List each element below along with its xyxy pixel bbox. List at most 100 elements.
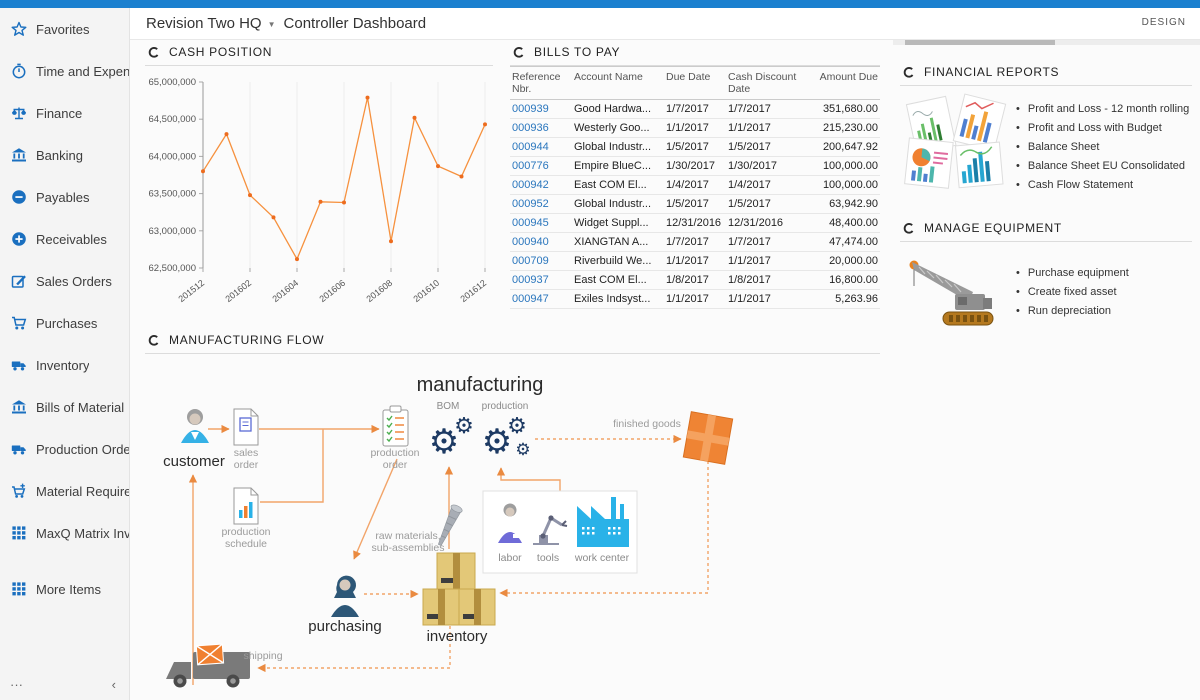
refresh-icon[interactable] <box>902 222 915 235</box>
report-link[interactable]: Profit and Loss with Budget <box>1016 123 1200 134</box>
sidebar-collapse-icon[interactable]: ‹ <box>111 676 116 692</box>
bom-label: BOM <box>437 401 460 412</box>
sidebar-item-label: Favorites <box>36 21 90 37</box>
sidebar-item-sales-orders[interactable]: Sales Orders <box>0 260 129 302</box>
reference-link[interactable]: 000776 <box>510 156 572 176</box>
sales-order-label: sales order <box>234 447 259 471</box>
grid-icon <box>12 582 26 596</box>
table-row[interactable]: 000937 East COM El... 1/8/2017 1/8/2017 16,8… <box>510 270 880 290</box>
column-header[interactable]: Due Date <box>664 66 726 100</box>
financial-reports-links: Profit and Loss - 12 month rolling Profit… <box>1016 104 1200 199</box>
amount-due-cell: 100,000.00 <box>810 156 880 176</box>
scales-icon <box>12 107 26 120</box>
refresh-icon[interactable] <box>902 66 915 79</box>
reference-link[interactable]: 000936 <box>510 118 572 138</box>
labor-icon <box>498 503 522 543</box>
table-row[interactable]: 000952 Global Industr... 1/5/2017 1/5/2017 6… <box>510 194 880 214</box>
svg-text:201604: 201604 <box>270 278 300 304</box>
report-link[interactable]: Balance Sheet EU Consolidated <box>1016 161 1200 172</box>
sidebar-item-more-items[interactable]: More Items <box>0 568 129 610</box>
column-header[interactable]: Account Name <box>572 66 664 100</box>
column-header[interactable]: Cash Discount Date <box>726 66 810 100</box>
table-row[interactable]: 000709 Riverbuild We... 1/1/2017 1/1/2017 20… <box>510 251 880 271</box>
report-link[interactable]: Balance Sheet <box>1016 142 1200 153</box>
sidebar-item-receivables[interactable]: Receivables <box>0 218 129 260</box>
account-name-cell: Exiles Indsyst... <box>572 289 664 309</box>
sidebar-item-inventory[interactable]: Inventory <box>0 344 129 386</box>
sidebar-item-label: Production Orders <box>36 441 129 457</box>
finished-goods-label: finished goods <box>613 418 681 430</box>
svg-text:64,500,000: 64,500,000 <box>148 114 196 125</box>
sales-order-icon <box>233 408 259 446</box>
sidebar-item-label: More Items <box>36 581 102 597</box>
sidebar-item-label: Bills of Material <box>36 399 125 415</box>
work-center-label: work center <box>574 552 630 564</box>
table-row[interactable]: 000776 Empire BlueC... 1/30/2017 1/30/2017 1… <box>510 156 880 176</box>
account-name-cell: XIANGTAN A... <box>572 232 664 252</box>
table-row[interactable]: 000942 East COM El... 1/4/2017 1/4/2017 100,… <box>510 175 880 195</box>
reference-link[interactable]: 000937 <box>510 270 572 290</box>
column-header[interactable]: Amount Due <box>810 66 880 100</box>
cash-discount-date-cell: 1/7/2017 <box>726 232 810 252</box>
sidebar-item-favorites[interactable]: Favorites <box>0 8 129 50</box>
svg-text:62,500,000: 62,500,000 <box>148 263 196 274</box>
shipping-truck-icon <box>166 643 250 688</box>
svg-text:65,000,000: 65,000,000 <box>148 77 196 88</box>
sidebar-item-time-and-expenses[interactable]: Time and Expenses <box>0 50 129 92</box>
column-header[interactable]: Reference Nbr. <box>510 66 572 100</box>
account-name-cell: Global Industr... <box>572 137 664 157</box>
refresh-icon[interactable] <box>147 46 160 59</box>
sidebar-overflow-dots[interactable]: ··· <box>10 676 23 692</box>
production-schedule-icon <box>233 487 259 525</box>
table-row[interactable]: 000939 Good Hardwa... 1/7/2017 1/7/2017 351,… <box>510 99 880 119</box>
cash-discount-date-cell: 12/31/2016 <box>726 213 810 233</box>
sidebar-item-payables[interactable]: Payables <box>0 176 129 218</box>
table-row[interactable]: 000940 XIANGTAN A... 1/7/2017 1/7/2017 47,47… <box>510 232 880 252</box>
grid-icon <box>12 526 26 540</box>
flow-connectors <box>188 424 709 685</box>
reference-link[interactable]: 000952 <box>510 194 572 214</box>
sidebar-item-bills-of-material[interactable]: Bills of Material <box>0 386 129 428</box>
minus-icon <box>12 190 26 204</box>
sidebar-item-purchases[interactable]: Purchases <box>0 302 129 344</box>
manufacturing-flow-diagram: ⚙ ⚙ ⚙ ⚙ ⚙ <box>163 374 734 688</box>
table-row[interactable]: 000936 Westerly Goo... 1/1/2017 1/1/2017 215… <box>510 118 880 138</box>
sidebar-item-label: Finance <box>36 105 83 121</box>
reference-link[interactable]: 000945 <box>510 213 572 233</box>
sidebar-item-banking[interactable]: Banking <box>0 134 129 176</box>
table-row[interactable]: 000944 Global Industr... 1/5/2017 1/5/2017 2… <box>510 137 880 157</box>
reference-link[interactable]: 000940 <box>510 232 572 252</box>
sidebar-item-production-orders[interactable]: Production Orders <box>0 428 129 470</box>
bank-icon <box>12 400 26 414</box>
horizontal-scrollbar-thumb[interactable] <box>905 40 1055 45</box>
report-link[interactable]: Profit and Loss - 12 month rolling <box>1016 104 1200 115</box>
svg-text:64,000,000: 64,000,000 <box>148 151 196 162</box>
design-button[interactable]: DESIGN <box>1141 17 1186 28</box>
bank-icon <box>12 148 26 162</box>
cash-discount-date-cell: 1/5/2017 <box>726 194 810 214</box>
sidebar-item-finance[interactable]: Finance <box>0 92 129 134</box>
refresh-icon[interactable] <box>147 334 160 347</box>
table-row[interactable]: 000945 Widget Suppl... 12/31/2016 12/31/201… <box>510 213 880 233</box>
company-selector[interactable]: Revision Two HQ <box>146 15 262 32</box>
sidebar-item-material-requirem[interactable]: Material Requirem... <box>0 470 129 512</box>
reference-link[interactable]: 000709 <box>510 251 572 271</box>
due-date-cell: 1/5/2017 <box>664 194 726 214</box>
table-row[interactable]: 000947 Exiles Indsyst... 1/1/2017 1/1/2017 5… <box>510 289 880 309</box>
equipment-link[interactable]: Create fixed asset <box>1016 287 1200 298</box>
equipment-link[interactable]: Purchase equipment <box>1016 268 1200 279</box>
manage-equipment-panel-header: MANAGE EQUIPMENT <box>900 218 1192 242</box>
reference-link[interactable]: 000942 <box>510 175 572 195</box>
reference-link[interactable]: 000947 <box>510 289 572 309</box>
cartplus-icon <box>12 483 26 498</box>
refresh-icon[interactable] <box>512 46 525 59</box>
equipment-link[interactable]: Run depreciation <box>1016 306 1200 317</box>
reference-link[interactable]: 000944 <box>510 137 572 157</box>
report-link[interactable]: Cash Flow Statement <box>1016 180 1200 191</box>
cash-discount-date-cell: 1/1/2017 <box>726 118 810 138</box>
raw-materials-label: raw materials, sub-assemblies <box>372 530 445 554</box>
sidebar-item-maxq-matrix-invent[interactable]: MaxQ Matrix Invent... <box>0 512 129 554</box>
reports-illustration <box>904 93 1007 189</box>
svg-text:201602: 201602 <box>223 278 253 304</box>
reference-link[interactable]: 000939 <box>510 99 572 119</box>
